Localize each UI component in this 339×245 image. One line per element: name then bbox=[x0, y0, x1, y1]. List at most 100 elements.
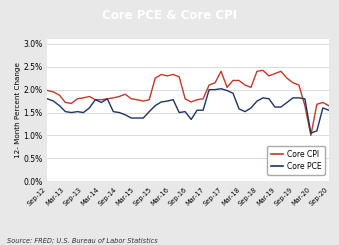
Core CPI bbox=[153, 77, 157, 80]
Core CPI bbox=[309, 134, 313, 137]
Core CPI bbox=[237, 79, 241, 82]
Core PCE bbox=[135, 117, 139, 120]
Core PCE bbox=[243, 110, 247, 113]
Core CPI bbox=[291, 81, 295, 84]
Core CPI bbox=[165, 74, 169, 77]
Core PCE bbox=[327, 109, 331, 112]
Core CPI bbox=[63, 101, 67, 104]
Core CPI bbox=[123, 93, 127, 96]
Core CPI bbox=[303, 104, 307, 107]
Core CPI bbox=[45, 89, 49, 92]
Core PCE bbox=[279, 106, 283, 109]
Core PCE bbox=[267, 97, 271, 100]
Core PCE bbox=[249, 107, 253, 110]
Core PCE bbox=[63, 110, 67, 113]
Core CPI bbox=[249, 86, 253, 89]
Core PCE bbox=[303, 97, 307, 100]
Core CPI bbox=[243, 84, 247, 86]
Core CPI bbox=[52, 90, 56, 93]
Core PCE bbox=[261, 96, 265, 99]
Core PCE bbox=[309, 132, 313, 135]
Core PCE bbox=[225, 89, 229, 92]
Core PCE bbox=[165, 100, 169, 103]
Core CPI bbox=[261, 69, 265, 72]
Core PCE bbox=[123, 113, 127, 116]
Core PCE bbox=[273, 106, 277, 109]
Core PCE bbox=[213, 88, 217, 91]
Core PCE bbox=[189, 118, 193, 121]
Core CPI bbox=[297, 84, 301, 86]
Core PCE bbox=[45, 97, 49, 100]
Core PCE bbox=[297, 96, 301, 99]
Core PCE bbox=[69, 111, 74, 114]
Core PCE bbox=[195, 109, 199, 112]
Core PCE bbox=[147, 110, 151, 113]
Core CPI bbox=[141, 100, 145, 103]
Core CPI bbox=[285, 77, 289, 80]
Core PCE bbox=[93, 98, 97, 101]
Text: Source: FRED; U.S. Bureau of Labor Statistics: Source: FRED; U.S. Bureau of Labor Stati… bbox=[7, 238, 158, 244]
Core CPI bbox=[87, 95, 92, 98]
Core PCE bbox=[75, 110, 79, 113]
Core CPI bbox=[327, 104, 331, 107]
Core PCE bbox=[321, 107, 325, 110]
Core CPI bbox=[321, 101, 325, 104]
Core CPI bbox=[99, 98, 103, 101]
Core CPI bbox=[105, 97, 109, 100]
Core CPI bbox=[177, 75, 181, 78]
Core PCE bbox=[87, 107, 92, 110]
Core PCE bbox=[52, 100, 56, 103]
Core CPI bbox=[81, 96, 85, 99]
Core PCE bbox=[129, 117, 133, 120]
Core CPI bbox=[189, 100, 193, 103]
Core PCE bbox=[99, 101, 103, 104]
Legend: Core CPI, Core PCE: Core CPI, Core PCE bbox=[267, 146, 325, 175]
Core CPI bbox=[111, 96, 115, 99]
Core PCE bbox=[105, 97, 109, 100]
Core CPI bbox=[93, 98, 97, 101]
Core PCE bbox=[141, 117, 145, 120]
Core CPI bbox=[171, 73, 175, 76]
Core CPI bbox=[135, 98, 139, 101]
Y-axis label: 12- Month Percent Change: 12- Month Percent Change bbox=[15, 62, 21, 158]
Core PCE bbox=[237, 107, 241, 110]
Core CPI bbox=[279, 70, 283, 73]
Core PCE bbox=[219, 87, 223, 90]
Core CPI bbox=[225, 86, 229, 89]
Core PCE bbox=[183, 110, 187, 113]
Core PCE bbox=[201, 109, 205, 112]
Core PCE bbox=[315, 129, 319, 132]
Core CPI bbox=[147, 98, 151, 101]
Core CPI bbox=[159, 73, 163, 76]
Core PCE bbox=[207, 88, 211, 91]
Core PCE bbox=[111, 110, 115, 113]
Core PCE bbox=[57, 104, 61, 107]
Line: Core PCE: Core PCE bbox=[47, 89, 329, 133]
Core PCE bbox=[117, 111, 121, 114]
Core PCE bbox=[153, 104, 157, 107]
Core PCE bbox=[291, 96, 295, 99]
Core PCE bbox=[159, 100, 163, 103]
Core CPI bbox=[255, 70, 259, 73]
Core PCE bbox=[231, 92, 235, 95]
Line: Core CPI: Core CPI bbox=[47, 70, 329, 135]
Core CPI bbox=[57, 94, 61, 97]
Core CPI bbox=[75, 97, 79, 100]
Core PCE bbox=[255, 100, 259, 103]
Core CPI bbox=[201, 97, 205, 100]
Core PCE bbox=[171, 98, 175, 101]
Core CPI bbox=[69, 102, 74, 105]
Core CPI bbox=[267, 74, 271, 77]
Core CPI bbox=[207, 84, 211, 86]
Core PCE bbox=[177, 111, 181, 114]
Core CPI bbox=[195, 98, 199, 101]
Core PCE bbox=[285, 101, 289, 104]
Core CPI bbox=[273, 72, 277, 75]
Core PCE bbox=[81, 111, 85, 114]
Core CPI bbox=[219, 70, 223, 73]
Core CPI bbox=[231, 79, 235, 82]
Text: Core PCE & Core CPI: Core PCE & Core CPI bbox=[102, 9, 237, 23]
Core CPI bbox=[183, 97, 187, 100]
Core CPI bbox=[213, 81, 217, 84]
Core CPI bbox=[117, 95, 121, 98]
